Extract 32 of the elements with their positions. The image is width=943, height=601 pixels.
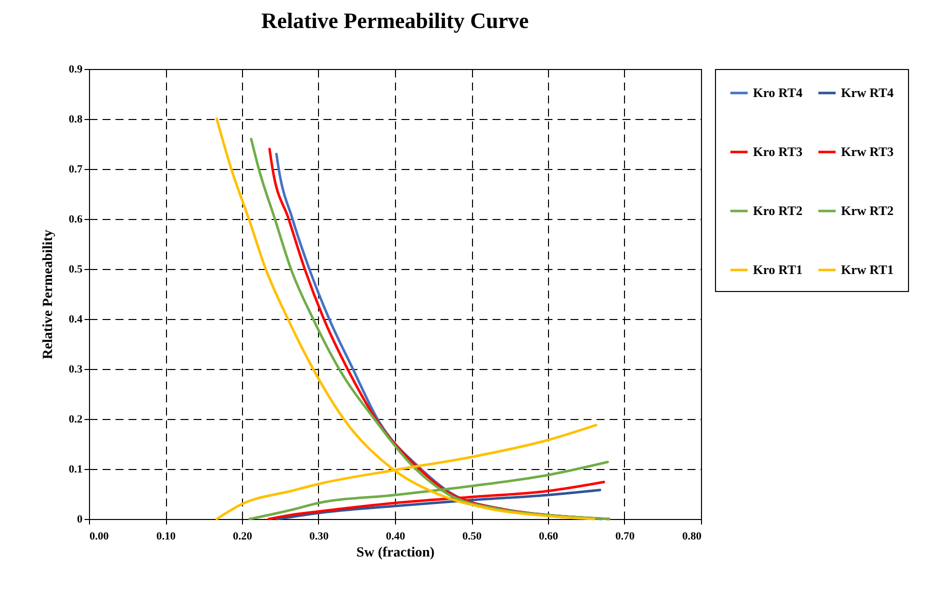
legend-label: Kro RT3 [753, 144, 803, 159]
legend-label: Krw RT4 [841, 85, 894, 100]
x-tick-label: 0.20 [232, 530, 253, 542]
x-tick-label: 0.00 [90, 530, 110, 542]
y-axis-title: Relative Permeability [40, 230, 56, 360]
x-tick-label: 0.80 [682, 530, 702, 542]
x-tick-label: 0.50 [462, 530, 482, 542]
y-tick-label: 0.3 [68, 364, 83, 376]
y-tick-label: 0.9 [68, 64, 83, 76]
line-series [275, 488, 602, 520]
y-tick-label: 0.2 [68, 414, 83, 426]
x-tick-label: 0.10 [156, 530, 176, 542]
legend-label: Kro RT2 [753, 203, 802, 218]
y-tick-label: 0.7 [68, 164, 83, 176]
legend-label: Kro RT1 [753, 262, 802, 277]
legend-label: Krw RT1 [841, 262, 894, 277]
y-tick-label: 0.5 [68, 264, 83, 276]
line-series [216, 118, 596, 520]
y-tick-label: 0.4 [68, 314, 83, 326]
x-axis-title: Sw (fraction) [356, 546, 435, 560]
x-tick-label: 0.60 [538, 530, 559, 542]
y-tick-label: 0.6 [68, 214, 83, 226]
x-tick-label: 0.70 [615, 530, 636, 542]
y-tick-label: 0 [77, 514, 83, 526]
y-tick-label: 0.1 [68, 464, 82, 476]
legend-label: Krw RT2 [841, 203, 894, 218]
legend-label: Kro RT4 [753, 85, 803, 100]
y-tick-label: 0.8 [68, 114, 83, 126]
chart-title: Relative Permeability Curve [261, 8, 530, 33]
legend-label: Krw RT3 [841, 144, 894, 159]
x-tick-label: 0.40 [386, 530, 406, 542]
x-tick-label: 0.30 [309, 530, 330, 542]
